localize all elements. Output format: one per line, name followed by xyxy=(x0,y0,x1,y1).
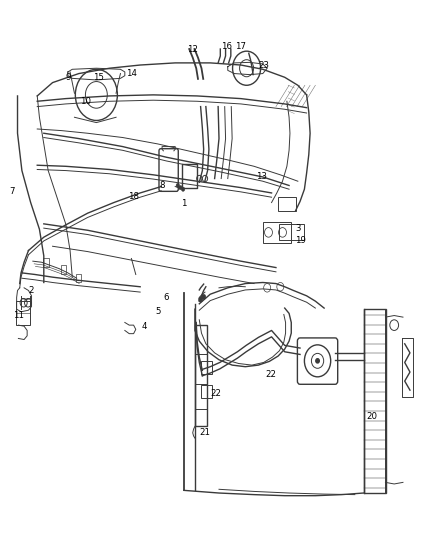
Bar xyxy=(16,301,30,325)
Text: 15: 15 xyxy=(93,73,104,82)
Text: 16: 16 xyxy=(221,43,233,51)
Bar xyxy=(263,222,291,243)
Text: 7: 7 xyxy=(10,188,15,196)
Text: 23: 23 xyxy=(258,61,269,69)
Text: 4: 4 xyxy=(142,322,147,330)
Text: 10: 10 xyxy=(80,97,91,106)
Text: 6: 6 xyxy=(164,293,169,302)
Circle shape xyxy=(176,183,180,188)
Bar xyxy=(201,361,212,374)
Text: 5: 5 xyxy=(155,308,160,316)
Text: 2: 2 xyxy=(29,286,34,295)
Bar xyxy=(61,265,66,274)
Text: 14: 14 xyxy=(126,69,137,78)
Text: 17: 17 xyxy=(234,43,246,51)
Text: 19: 19 xyxy=(295,237,305,245)
Text: 13: 13 xyxy=(256,173,268,181)
Circle shape xyxy=(201,294,206,300)
Text: 1: 1 xyxy=(181,199,187,208)
Circle shape xyxy=(181,187,185,191)
Bar xyxy=(279,224,304,240)
Circle shape xyxy=(179,185,182,190)
Text: 9: 9 xyxy=(65,73,71,82)
Text: 22: 22 xyxy=(265,370,276,378)
Text: 20: 20 xyxy=(366,413,377,421)
Text: 11: 11 xyxy=(13,311,24,320)
Text: 8: 8 xyxy=(159,181,165,190)
Circle shape xyxy=(198,297,203,302)
Text: 22: 22 xyxy=(210,389,221,398)
Text: 12: 12 xyxy=(187,45,198,53)
Text: 3: 3 xyxy=(295,224,300,232)
Bar xyxy=(278,197,296,211)
Bar xyxy=(43,258,49,266)
Text: 21: 21 xyxy=(199,429,211,437)
Bar xyxy=(201,385,212,398)
Bar xyxy=(76,274,81,282)
Bar xyxy=(364,309,386,493)
Circle shape xyxy=(316,359,319,363)
Bar xyxy=(195,325,207,426)
Text: 18: 18 xyxy=(128,192,139,200)
